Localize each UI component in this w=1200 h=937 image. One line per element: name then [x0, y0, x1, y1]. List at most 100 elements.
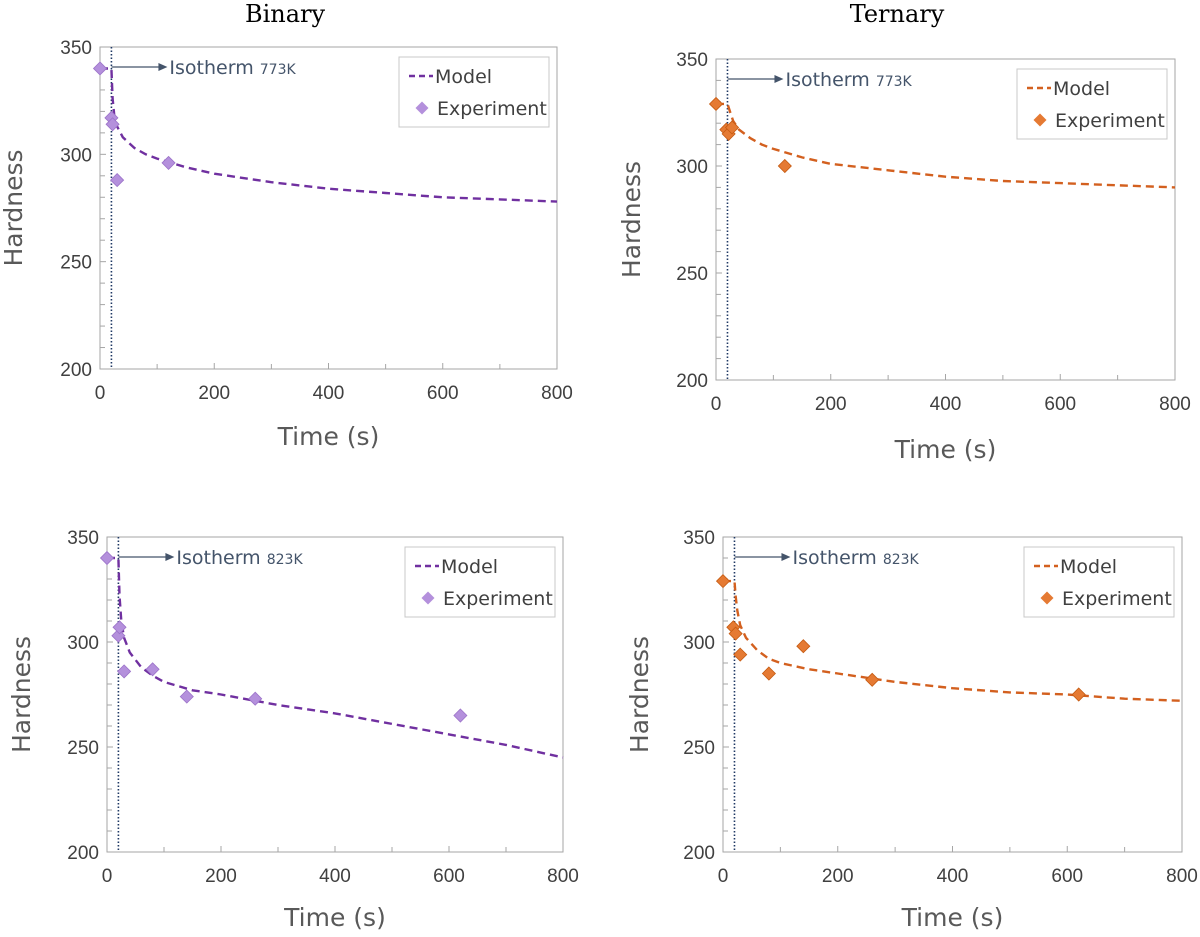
- y-tick-label: 350: [67, 528, 99, 549]
- isotherm-annotation: Isotherm 773K: [169, 57, 296, 79]
- experiment-point: [1071, 687, 1086, 702]
- isotherm-temperature: 773K: [260, 62, 297, 78]
- experiment-point: [777, 158, 792, 174]
- experiment-point: [110, 173, 125, 188]
- x-tick-label: 600: [427, 383, 459, 404]
- y-axis-label: Hardness: [625, 636, 654, 753]
- experiment-point: [708, 96, 724, 112]
- y-tick-label: 200: [60, 360, 92, 381]
- isotherm-temperature: 823K: [267, 552, 304, 568]
- x-axis-label: Time (s): [283, 903, 386, 932]
- y-tick-label: 200: [683, 843, 715, 864]
- legend-model-label: Model: [441, 556, 498, 578]
- x-axis-label: Time (s): [894, 435, 997, 464]
- x-tick-label: 600: [1044, 394, 1076, 415]
- y-tick-label: 350: [60, 38, 92, 59]
- x-tick-label: 800: [1166, 866, 1198, 887]
- experiment-point: [796, 639, 811, 654]
- y-tick-label: 200: [676, 371, 708, 392]
- y-tick-label: 250: [683, 738, 715, 759]
- experiment-point: [99, 550, 115, 566]
- x-tick-label: 400: [930, 394, 962, 415]
- y-tick-label: 250: [60, 253, 92, 274]
- x-tick-label: 600: [1051, 866, 1083, 887]
- x-tick-label: 0: [95, 383, 106, 404]
- y-tick-label: 300: [60, 145, 92, 166]
- isotherm-arrowhead: [165, 553, 175, 561]
- y-tick-label: 350: [676, 50, 708, 71]
- y-tick-label: 350: [683, 528, 715, 549]
- y-axis-label: Hardness: [0, 149, 28, 266]
- isotherm-annotation: Isotherm 823K: [792, 547, 919, 569]
- model-curve: [100, 67, 558, 203]
- legend-box: [404, 546, 556, 618]
- experiment-point: [161, 155, 176, 170]
- experiment-point: [733, 647, 748, 662]
- isotherm-arrowhead: [781, 553, 791, 561]
- column-title-binary: Binary: [244, 0, 326, 28]
- experiment-point: [453, 708, 468, 723]
- y-tick-label: 200: [67, 843, 99, 864]
- experiment-point: [145, 662, 160, 677]
- y-axis-label: Hardness: [7, 636, 36, 753]
- experiment-point: [724, 120, 740, 135]
- experiment-point: [715, 574, 731, 589]
- experiment-point: [105, 117, 120, 132]
- legend-box: [1023, 546, 1175, 618]
- legend-experiment-label: Experiment: [437, 98, 547, 120]
- model-curve: [107, 556, 564, 759]
- model-curve: [723, 579, 1183, 702]
- y-tick-label: 300: [67, 633, 99, 654]
- legend-box: [398, 56, 550, 128]
- isotherm-annotation: Isotherm 823K: [176, 547, 303, 569]
- isotherm-temperature: 773K: [876, 74, 913, 90]
- x-tick-label: 800: [547, 866, 579, 887]
- column-title-ternary: Ternary: [849, 0, 945, 28]
- x-tick-label: 0: [718, 866, 729, 887]
- x-tick-label: 800: [1159, 394, 1191, 415]
- y-tick-label: 250: [67, 738, 99, 759]
- x-tick-label: 600: [433, 866, 465, 887]
- legend-model-label: Model: [1053, 78, 1110, 100]
- experiment-point: [248, 691, 263, 706]
- legend-experiment-swatch: [421, 591, 435, 605]
- legend-experiment-swatch: [415, 101, 429, 115]
- isotherm-arrowhead: [774, 75, 784, 83]
- y-tick-label: 250: [676, 264, 708, 285]
- x-tick-label: 400: [937, 866, 969, 887]
- x-axis-label: Time (s): [901, 903, 1004, 932]
- x-tick-label: 0: [711, 394, 722, 415]
- experiment-point: [865, 672, 880, 687]
- legend-box: [1016, 68, 1168, 140]
- x-tick-label: 800: [541, 383, 573, 404]
- experiment-point: [111, 628, 126, 643]
- x-tick-label: 200: [205, 866, 237, 887]
- legend-experiment-swatch: [1033, 113, 1047, 127]
- legend-experiment-label: Experiment: [1055, 110, 1165, 132]
- experiment-point: [179, 689, 194, 704]
- y-axis-label: Hardness: [617, 161, 646, 278]
- x-tick-label: 200: [198, 383, 230, 404]
- legend-model-label: Model: [435, 66, 492, 88]
- model-curve: [716, 102, 1176, 189]
- experiment-point: [728, 626, 743, 641]
- isotherm-temperature: 823K: [883, 552, 920, 568]
- experiment-point: [92, 61, 108, 76]
- y-tick-label: 300: [676, 157, 708, 178]
- experiment-point: [112, 620, 127, 635]
- isotherm-annotation: Isotherm 773K: [785, 69, 912, 91]
- legend-experiment-label: Experiment: [443, 588, 553, 610]
- experiment-point: [761, 666, 776, 681]
- x-axis-label: Time (s): [277, 422, 380, 451]
- x-tick-label: 0: [102, 866, 113, 887]
- legend-model-label: Model: [1060, 556, 1117, 578]
- experiment-point: [117, 664, 132, 679]
- legend-experiment-swatch: [1040, 591, 1054, 605]
- x-tick-label: 400: [313, 383, 345, 404]
- x-tick-label: 200: [815, 394, 847, 415]
